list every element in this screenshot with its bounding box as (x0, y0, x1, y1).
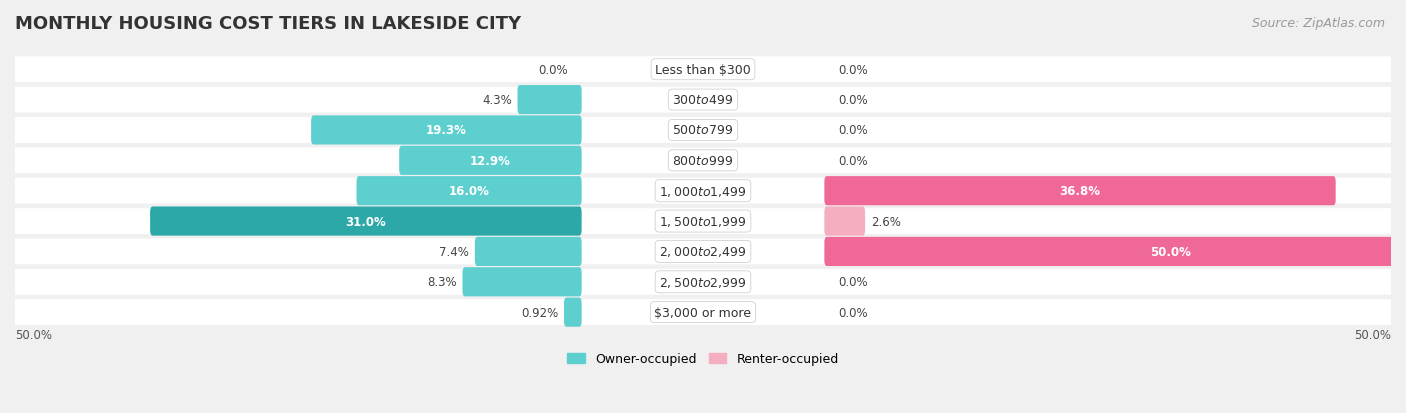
Text: $1,000 to $1,499: $1,000 to $1,499 (659, 184, 747, 198)
Text: 8.3%: 8.3% (427, 275, 457, 289)
Text: 0.0%: 0.0% (838, 94, 868, 107)
Text: 50.0%: 50.0% (1150, 245, 1191, 258)
FancyBboxPatch shape (824, 177, 1336, 206)
FancyBboxPatch shape (824, 237, 1406, 266)
Text: 7.4%: 7.4% (439, 245, 470, 258)
FancyBboxPatch shape (564, 298, 582, 327)
Text: 12.9%: 12.9% (470, 154, 510, 167)
FancyBboxPatch shape (14, 118, 1392, 143)
Text: 0.0%: 0.0% (838, 124, 868, 137)
Text: $500 to $799: $500 to $799 (672, 124, 734, 137)
FancyBboxPatch shape (14, 178, 1392, 204)
FancyBboxPatch shape (14, 299, 1392, 325)
FancyBboxPatch shape (14, 209, 1392, 235)
FancyBboxPatch shape (399, 146, 582, 176)
FancyBboxPatch shape (475, 237, 582, 266)
Text: 0.0%: 0.0% (838, 306, 868, 319)
Text: 4.3%: 4.3% (482, 94, 512, 107)
FancyBboxPatch shape (150, 207, 582, 236)
FancyBboxPatch shape (463, 268, 582, 297)
FancyBboxPatch shape (14, 269, 1392, 295)
Text: $800 to $999: $800 to $999 (672, 154, 734, 167)
FancyBboxPatch shape (517, 86, 582, 115)
Text: 50.0%: 50.0% (1354, 329, 1391, 342)
FancyBboxPatch shape (14, 88, 1392, 113)
Text: 0.0%: 0.0% (538, 64, 568, 76)
Text: 16.0%: 16.0% (449, 185, 489, 198)
Text: 0.0%: 0.0% (838, 275, 868, 289)
FancyBboxPatch shape (14, 239, 1392, 265)
Text: MONTHLY HOUSING COST TIERS IN LAKESIDE CITY: MONTHLY HOUSING COST TIERS IN LAKESIDE C… (15, 15, 522, 33)
Text: 31.0%: 31.0% (346, 215, 387, 228)
Text: 36.8%: 36.8% (1060, 185, 1101, 198)
Text: $300 to $499: $300 to $499 (672, 94, 734, 107)
Text: Source: ZipAtlas.com: Source: ZipAtlas.com (1251, 17, 1385, 29)
FancyBboxPatch shape (357, 177, 582, 206)
Text: 50.0%: 50.0% (15, 329, 52, 342)
FancyBboxPatch shape (824, 207, 865, 236)
FancyBboxPatch shape (311, 116, 582, 145)
Text: 0.92%: 0.92% (522, 306, 558, 319)
Text: Less than $300: Less than $300 (655, 64, 751, 76)
Text: 2.6%: 2.6% (870, 215, 901, 228)
Legend: Owner-occupied, Renter-occupied: Owner-occupied, Renter-occupied (562, 347, 844, 370)
Text: 0.0%: 0.0% (838, 64, 868, 76)
FancyBboxPatch shape (14, 57, 1392, 83)
Text: 19.3%: 19.3% (426, 124, 467, 137)
FancyBboxPatch shape (14, 148, 1392, 174)
Text: $2,500 to $2,999: $2,500 to $2,999 (659, 275, 747, 289)
Text: $2,000 to $2,499: $2,000 to $2,499 (659, 245, 747, 259)
Text: $3,000 or more: $3,000 or more (655, 306, 751, 319)
Text: 0.0%: 0.0% (838, 154, 868, 167)
Text: $1,500 to $1,999: $1,500 to $1,999 (659, 214, 747, 228)
